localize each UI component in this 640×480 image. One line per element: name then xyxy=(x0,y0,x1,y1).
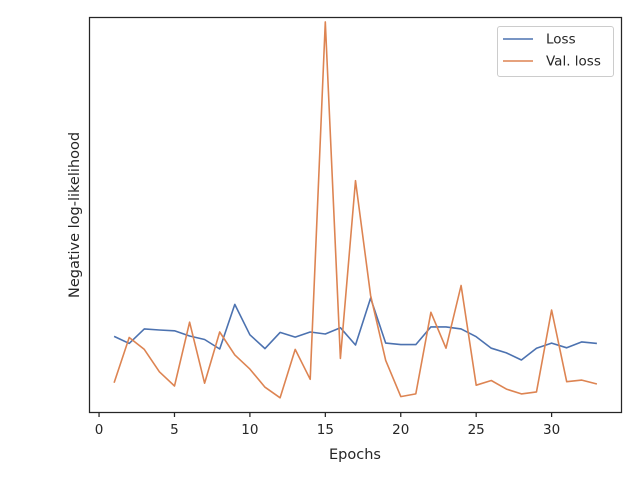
x-axis-ticks: 0 5 10 15 20 25 30 xyxy=(95,412,560,438)
series-line-val-loss xyxy=(113,21,598,399)
x-tick-label: 15 xyxy=(317,422,334,438)
legend-label-loss: Loss xyxy=(546,32,576,48)
plot-frame xyxy=(88,16,623,414)
legend: Loss Val. loss xyxy=(497,26,614,77)
x-tick-label: 5 xyxy=(170,422,179,438)
x-tick-label: 30 xyxy=(543,422,560,438)
x-axis-label: Epochs xyxy=(329,447,381,463)
x-tick-label: 0 xyxy=(95,422,104,438)
x-tick-label: 25 xyxy=(468,422,485,438)
x-tick-label: 10 xyxy=(241,422,258,438)
plot-lines xyxy=(113,21,598,399)
y-axis-label: Negative log-likelihood xyxy=(67,132,83,298)
series-line-loss xyxy=(113,297,597,361)
x-tick-label: 20 xyxy=(392,422,409,438)
legend-label-val-loss: Val. loss xyxy=(546,54,601,70)
